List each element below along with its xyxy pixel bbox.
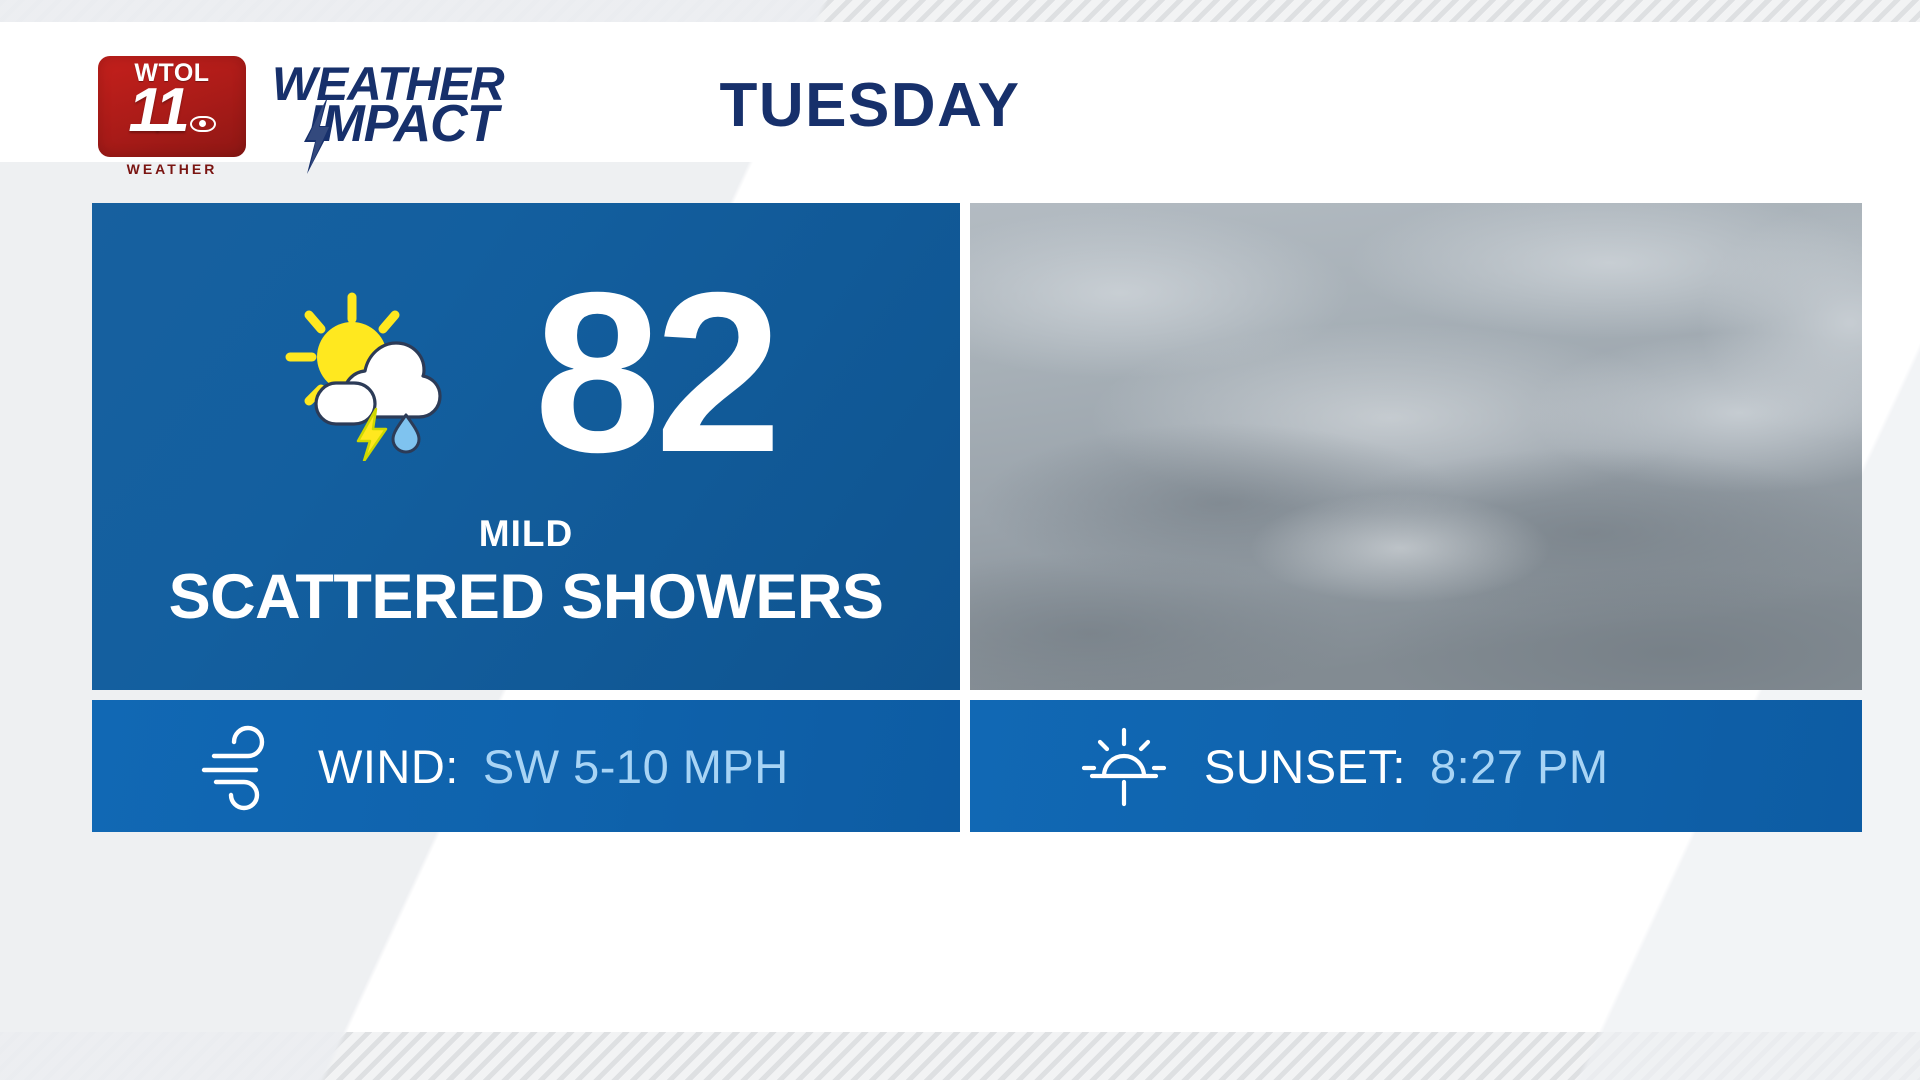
lightning-bolt-icon	[304, 96, 332, 174]
day-title-text: TUESDAY	[719, 71, 1021, 140]
sunset-label: SUNSET:	[1204, 739, 1406, 793]
header-bar: WTOL 11 WEATHER WEATHER IMPACT TUESDAY	[0, 22, 1920, 177]
condition-short-label: MILD	[478, 513, 574, 554]
sunset-icon	[1081, 727, 1167, 807]
sky-photo-image	[970, 203, 1862, 690]
forecast-icon-temp-row: 82	[92, 251, 960, 501]
wind-icon	[201, 725, 265, 811]
forecast-panel: 82 MILD SCATTERED SHOWERS	[92, 203, 960, 690]
wind-label: WIND:	[318, 739, 459, 793]
temperature-value: 82	[534, 245, 782, 500]
condition-long-label: SCATTERED SHOWERS	[168, 562, 884, 632]
wind-info-bar: WIND: SW 5-10 MPH	[92, 700, 960, 832]
sun-cloud-lightning-rain-icon	[285, 292, 442, 461]
sunset-info-bar: SUNSET: 8:27 PM	[970, 700, 1862, 832]
station-logo-sublabel: WEATHER	[126, 161, 218, 177]
page-title: TUESDAY	[0, 70, 1920, 141]
wind-value: SW 5-10 MPH	[482, 739, 789, 793]
sunset-value: 8:27 PM	[1430, 739, 1609, 793]
overcast-sky-photo	[970, 203, 1862, 690]
